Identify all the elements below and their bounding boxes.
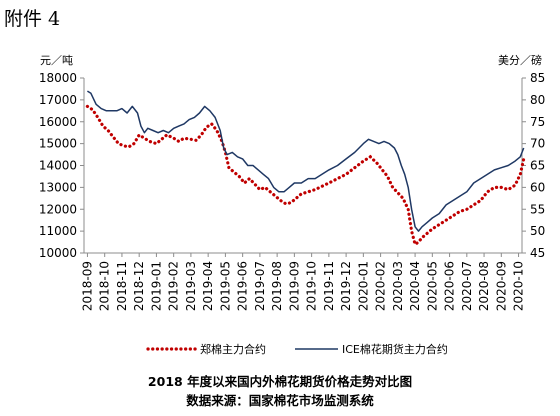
- x-tick-label: 2018-11: [115, 261, 129, 311]
- plot-lines: [85, 90, 526, 247]
- x-tick-label: 2019-11: [322, 261, 336, 311]
- right-tick-label: 60: [530, 180, 545, 194]
- right-tick-label: 70: [530, 137, 545, 151]
- x-tick-label: 2020-09: [494, 261, 508, 311]
- x-tick-label: 2020-05: [425, 261, 439, 311]
- x-tick-label: 2019-06: [236, 261, 250, 311]
- x-tick-label: 2019-09: [287, 261, 301, 311]
- x-tick-label: 2020-07: [460, 261, 474, 311]
- right-tick-label: 45: [530, 246, 545, 260]
- right-tick-label: 50: [530, 224, 545, 238]
- chart-title: 2018 年度以来国内外棉花期货价格走势对比图: [147, 374, 413, 389]
- x-tick-label: 2018-09: [80, 261, 94, 311]
- legend-label-zhengmian: 郑棉主力合约: [200, 342, 266, 356]
- right-tick-label: 65: [530, 159, 545, 173]
- left-tick-label: 10000: [39, 246, 77, 260]
- x-tick-label: 2019-12: [339, 261, 353, 311]
- right-tick-label: 85: [530, 71, 545, 85]
- right-axis-unit-label: 美分／磅: [498, 53, 542, 67]
- x-tick-label: 2020-01: [356, 261, 370, 311]
- left-tick-label: 13000: [39, 180, 77, 194]
- x-tick-label: 2019-04: [201, 261, 215, 311]
- x-tick-label: 2019-02: [167, 261, 181, 311]
- x-tick-label: 2020-08: [477, 261, 491, 311]
- left-tick-label: 16000: [39, 115, 77, 129]
- left-tick-label: 18000: [39, 71, 77, 85]
- axes: [83, 78, 523, 254]
- legend: 郑棉主力合约 ICE棉花期货主力合约: [146, 342, 448, 356]
- left-tick-label: 11000: [39, 224, 77, 238]
- x-tick-label: 2020-02: [374, 261, 388, 311]
- right-tick-label: 75: [530, 115, 545, 129]
- x-tick-label: 2019-10: [305, 261, 319, 311]
- x-tick-label: 2019-05: [218, 261, 232, 311]
- legend-label-ice: ICE棉花期货主力合约: [342, 342, 448, 356]
- right-tick-label: 80: [530, 93, 545, 107]
- left-tick-label: 14000: [39, 159, 77, 173]
- right-axis-ticks: 45 50 55 60 65 70 75 80 85: [522, 71, 545, 260]
- left-tick-label: 17000: [39, 93, 77, 107]
- left-tick-label: 15000: [39, 137, 77, 151]
- x-tick-label: 2019-03: [184, 261, 198, 311]
- x-tick-label: 2019-07: [253, 261, 267, 311]
- x-tick-label: 2020-06: [443, 261, 457, 311]
- left-tick-label: 12000: [39, 202, 77, 216]
- attachment-label: 附件 4: [4, 8, 61, 30]
- series-line-ice: [87, 90, 525, 232]
- x-axis-ticks: 2018-09 2018-10 2018-11 2018-12 2019-01 2019-…: [80, 253, 526, 311]
- chart-subtitle: 数据来源：国家棉花市场监测系统: [186, 393, 374, 408]
- left-axis-unit-label: 元／吨: [40, 54, 73, 67]
- series-line-zhengmian: [85, 104, 526, 247]
- right-tick-label: 55: [530, 202, 545, 216]
- x-tick-label: 2018-10: [98, 261, 112, 311]
- x-tick-label: 2018-12: [132, 261, 146, 311]
- x-tick-label: 2020-10: [512, 261, 526, 311]
- x-tick-label: 2020-03: [391, 261, 405, 311]
- x-tick-label: 2019-01: [149, 261, 163, 311]
- x-tick-label: 2020-04: [408, 261, 422, 311]
- x-tick-label: 2019-08: [270, 261, 284, 311]
- left-axis-ticks: 10000 11000 12000 13000 14000 15000 16000 17000…: [39, 71, 84, 260]
